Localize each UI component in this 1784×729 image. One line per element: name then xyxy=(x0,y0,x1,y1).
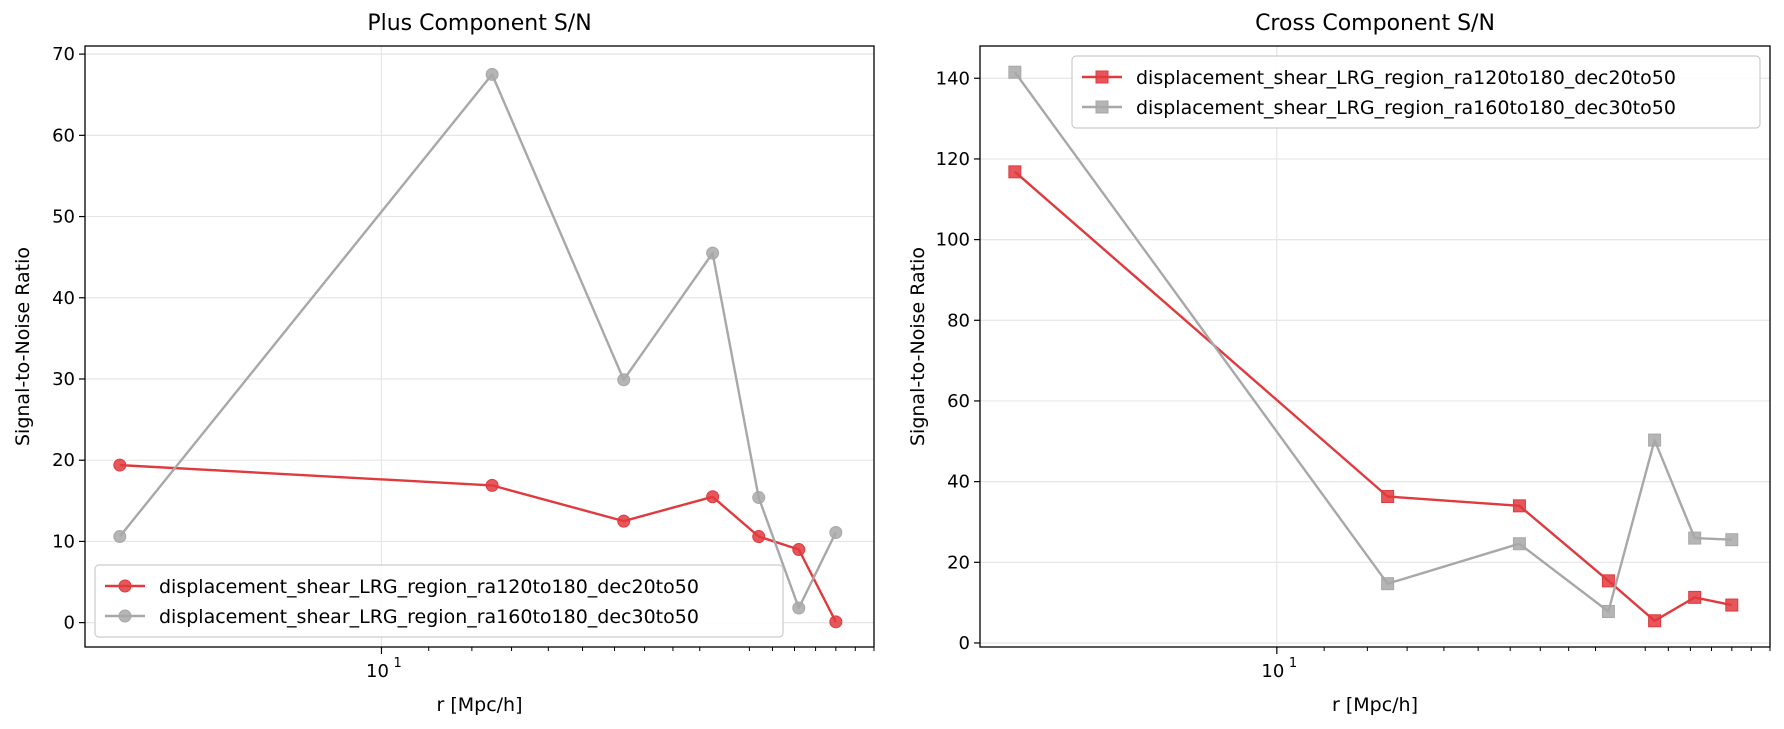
y-tick-label: 30 xyxy=(52,369,75,390)
y-tick-label: 40 xyxy=(947,472,970,493)
series-line-2 xyxy=(1013,71,1732,613)
legend-label: displacement_shear_LRG_region_ra120to180… xyxy=(159,576,699,598)
y-tick-label: 60 xyxy=(947,391,970,412)
y-tick-label: 60 xyxy=(52,125,75,146)
y-tick-label: 20 xyxy=(52,450,75,471)
x-tick-exponent: 1 xyxy=(1289,656,1297,671)
data-point xyxy=(1601,605,1615,619)
data-point xyxy=(1648,614,1662,628)
y-axis-label: Signal-to-Noise Ratio xyxy=(907,247,929,446)
data-point xyxy=(706,490,720,504)
x-tick-label: 10 xyxy=(1261,661,1284,682)
y-tick-label: 10 xyxy=(52,531,75,552)
legend-label: displacement_shear_LRG_region_ra160to180… xyxy=(1136,97,1676,119)
x-tick-label: 10 xyxy=(366,661,389,682)
legend-marker xyxy=(1095,70,1109,84)
data-point xyxy=(752,491,766,505)
y-tick-label: 0 xyxy=(64,613,75,634)
chart-panel-1: 0 10 20 30 40 50 60 70 10 1 Plus Component S/N r [M… xyxy=(12,11,875,716)
data-point xyxy=(792,543,806,557)
legend-marker xyxy=(118,609,132,623)
data-point xyxy=(752,530,766,544)
data-point xyxy=(1381,490,1395,504)
y-tick-label: 100 xyxy=(936,230,970,251)
x-axis-label: r [Mpc/h] xyxy=(436,694,522,716)
data-point xyxy=(1008,65,1022,79)
data-point xyxy=(485,478,499,492)
data-point xyxy=(829,525,843,539)
y-tick-label: 140 xyxy=(936,68,970,89)
data-point xyxy=(792,601,806,615)
legend-marker xyxy=(1095,100,1109,114)
legend-box xyxy=(1071,55,1761,129)
data-point xyxy=(829,615,843,629)
chart-title: Cross Component S/N xyxy=(1255,11,1495,36)
chart-panel-2: 0 20 40 60 80 100 120 140 10 1 Cross Component S/N… xyxy=(907,11,1771,716)
legend-box xyxy=(94,564,784,638)
y-tick-label: 20 xyxy=(947,552,970,573)
data-point xyxy=(1512,537,1526,551)
y-axis-label: Signal-to-Noise Ratio xyxy=(12,247,34,446)
data-point xyxy=(485,67,499,81)
y-tick-label: 70 xyxy=(52,44,75,65)
data-point xyxy=(113,530,127,544)
y-tick-label: 120 xyxy=(936,149,970,170)
series-line-2 xyxy=(118,73,837,610)
data-point xyxy=(706,246,720,260)
data-point xyxy=(1381,577,1395,591)
data-point xyxy=(617,373,631,387)
data-point xyxy=(1512,499,1526,513)
x-tick-exponent: 1 xyxy=(393,656,401,671)
data-point xyxy=(617,514,631,528)
y-tick-label: 80 xyxy=(947,310,970,331)
y-tick-label: 0 xyxy=(959,633,970,654)
legend: displacement_shear_LRG_region_ra120to180… xyxy=(1071,55,1761,129)
data-point xyxy=(1008,165,1022,179)
data-point xyxy=(1648,433,1662,447)
x-axis-label: r [Mpc/h] xyxy=(1332,694,1418,716)
data-point xyxy=(1725,598,1739,612)
legend-label: displacement_shear_LRG_region_ra120to180… xyxy=(1136,67,1676,89)
data-point xyxy=(1688,531,1702,545)
data-point xyxy=(113,458,127,472)
legend-marker xyxy=(118,579,132,593)
y-tick-label: 50 xyxy=(52,207,75,228)
axes-frame xyxy=(979,45,1771,648)
axes-frame xyxy=(84,45,875,648)
data-point xyxy=(1601,574,1615,588)
chart-title: Plus Component S/N xyxy=(367,11,591,36)
y-tick-label: 40 xyxy=(52,288,75,309)
legend-label: displacement_shear_LRG_region_ra160to180… xyxy=(159,606,699,628)
data-point xyxy=(1725,533,1739,547)
data-point xyxy=(1688,590,1702,604)
legend: displacement_shear_LRG_region_ra120to180… xyxy=(94,564,784,638)
